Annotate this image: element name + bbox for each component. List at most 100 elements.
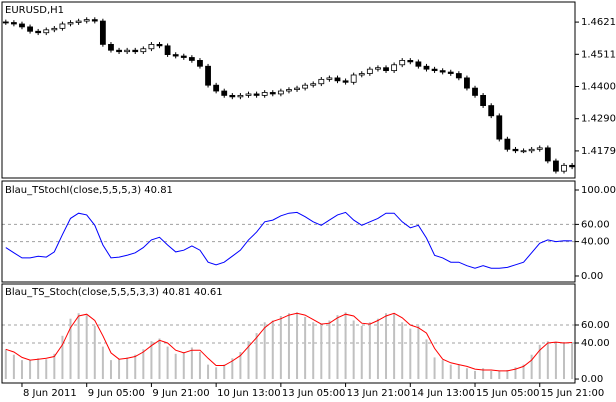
candle-body [213, 84, 220, 92]
candle-body [391, 64, 398, 72]
candle-body [83, 19, 90, 22]
candle-body [67, 22, 74, 25]
candle-body [75, 20, 82, 23]
candle-body [99, 20, 106, 45]
indicator-pane-frame [1, 180, 576, 283]
candle-body [164, 45, 171, 55]
candle-body [140, 48, 147, 53]
x-tick-label: 15 Jun 05:00 [476, 388, 540, 399]
stoch-pane-frame [1, 283, 576, 384]
candle-body [10, 22, 17, 25]
candle-body [399, 60, 406, 66]
candle-body [375, 67, 381, 70]
candle-body [342, 80, 349, 83]
y-tick-label: 60.00 [581, 320, 610, 331]
candle-body [553, 160, 559, 172]
price-pane-frame [1, 1, 576, 179]
y-tick-label: 1.42900 [581, 114, 616, 125]
candle-body [91, 19, 98, 22]
candle-body [2, 21, 9, 24]
candle-body [383, 67, 389, 72]
candle-body [156, 43, 163, 47]
candle-body [148, 43, 155, 50]
y-tick-label: 40.00 [581, 338, 610, 349]
pane-title: EURUSD,H1 [5, 5, 64, 16]
indicator-line [5, 312, 573, 372]
y-tick-label: 40.00 [581, 237, 610, 248]
y-tick-label: 1.45110 [581, 49, 616, 60]
y-tick-label: 0.00 [581, 271, 603, 282]
x-tick-label: 10 Jun 13:00 [217, 388, 281, 399]
candle-body [310, 83, 317, 86]
candle-body [350, 74, 357, 83]
candle-body [488, 105, 495, 117]
candle-body [229, 94, 236, 98]
x-tick-label: 13 Jun 05:00 [282, 388, 346, 399]
x-tick-label: 9 Jun 21:00 [152, 388, 209, 399]
candle-body [423, 65, 430, 70]
candle-body [269, 92, 276, 95]
x-tick-label: 14 Jun 13:00 [411, 388, 475, 399]
candle-body [407, 60, 414, 63]
candle-body [51, 27, 58, 31]
x-tick-label: 8 Jun 2011 [23, 388, 77, 399]
candle-body [431, 68, 438, 72]
candle-body [512, 148, 519, 152]
candle-body [496, 115, 503, 140]
candle-body [221, 90, 228, 96]
candle-body [237, 94, 244, 98]
candle-body [504, 138, 511, 150]
candle-body [261, 92, 268, 96]
candle-body [19, 23, 25, 28]
candle-body [334, 77, 341, 82]
y-tick-label: 1.41795 [581, 146, 616, 157]
candle-body [205, 65, 211, 86]
candle-body [536, 147, 543, 150]
candle-body [124, 49, 131, 53]
indicator-line [5, 211, 573, 269]
candle-body [561, 164, 567, 172]
candle-body [116, 49, 122, 53]
candle-body [188, 57, 195, 61]
candle-body [366, 68, 373, 74]
pane-title: Blau_TStochI(close,5,5,5,3) 40.81 [5, 185, 173, 196]
y-tick-label: 60.00 [581, 219, 610, 230]
candle-body [544, 147, 551, 162]
y-tick-label: 0.00 [581, 374, 603, 385]
candle-body [326, 77, 333, 80]
candle-body [528, 148, 535, 152]
candle-body [439, 70, 446, 73]
candle-body [108, 43, 114, 51]
candle-body [172, 54, 179, 57]
x-tick-label: 9 Jun 05:00 [88, 388, 145, 399]
candle-body [35, 30, 42, 34]
candle-body [43, 29, 50, 34]
candle-body [520, 150, 527, 153]
candle-body [480, 94, 487, 106]
x-tick-label: 13 Jun 21:00 [347, 388, 411, 399]
candle-body [294, 87, 300, 90]
candle-body [447, 71, 454, 74]
y-tick-label: 100.00 [581, 185, 616, 196]
candle-body [464, 77, 470, 89]
candle-body [245, 93, 252, 96]
candle-body [455, 73, 462, 79]
y-tick-label: 1.46215 [581, 17, 616, 28]
candle-body [302, 84, 309, 89]
candle-body [27, 26, 33, 32]
candle-body [277, 90, 284, 95]
pane-title: Blau_TS_Stoch(close,5,5,5,3,3) 40.81 40.… [5, 287, 223, 298]
y-tick-label: 1.44005 [581, 82, 616, 93]
candle-body [472, 87, 478, 96]
candle-body [253, 93, 260, 96]
candle-body [197, 60, 203, 67]
candle-body [358, 73, 365, 76]
candle-body [569, 164, 575, 168]
candle-body [415, 61, 422, 67]
candle-body [286, 89, 292, 92]
candle-body [132, 49, 139, 53]
candle-body [180, 55, 187, 58]
x-tick-label: 15 Jun 21:00 [541, 388, 605, 399]
candle-body [318, 78, 325, 85]
